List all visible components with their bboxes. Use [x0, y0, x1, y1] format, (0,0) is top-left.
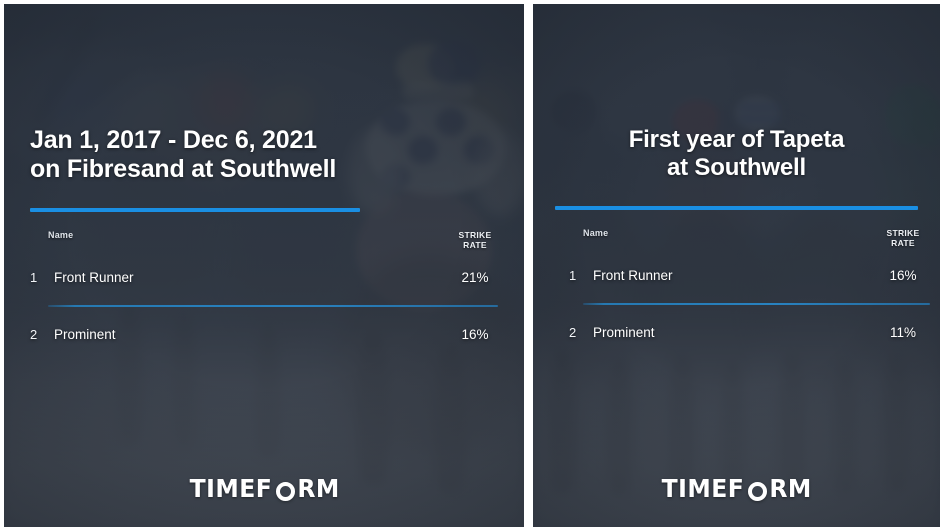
accent-divider — [30, 208, 360, 212]
row-strike-rate: 16% — [461, 327, 489, 343]
panel-title-block: First year of Tapeta at Southwell — [555, 126, 918, 182]
column-header-strike-rate: STRIKE RATE — [458, 230, 492, 251]
row-rank: 1 — [30, 270, 38, 286]
logo-text-before: TIMEF — [662, 474, 745, 503]
column-header-name: Name — [48, 230, 74, 240]
panel-content-fibresand: Jan 1, 2017 - Dec 6, 2021 on Fibresand a… — [4, 4, 524, 527]
logo-text-after: RM — [297, 474, 340, 503]
table-row: 1 Front Runner 16% — [569, 268, 932, 283]
panel-fibresand: Jan 1, 2017 - Dec 6, 2021 on Fibresand a… — [4, 4, 524, 527]
table-row: 1 Front Runner 21% — [30, 270, 498, 285]
row-name: Prominent — [593, 324, 655, 340]
table-header-row: Name STRIKE RATE — [569, 228, 932, 248]
row-strike-rate: 11% — [889, 324, 917, 340]
row-rank: 1 — [569, 267, 577, 283]
row-rank: 2 — [30, 327, 38, 343]
row-divider — [48, 305, 498, 308]
column-header-strike-rate: STRIKE RATE — [886, 227, 920, 248]
row-strike-rate: 21% — [461, 270, 489, 286]
logo-text-after: RM — [769, 474, 813, 503]
timeform-logo: TIMEF RM — [533, 474, 940, 503]
logo-text-before: TIMEF — [189, 474, 273, 503]
strike-rate-table: Name STRIKE RATE 1 Front Runner 16% 2 Pr… — [555, 228, 940, 340]
table-row: 2 Prominent 16% — [30, 327, 498, 342]
circle-o-icon — [275, 482, 295, 501]
panel-title-block: Jan 1, 2017 - Dec 6, 2021 on Fibresand a… — [30, 126, 498, 184]
page-title: Jan 1, 2017 - Dec 6, 2021 on Fibresand a… — [30, 126, 337, 183]
row-name: Prominent — [54, 327, 116, 343]
column-header-name: Name — [583, 227, 609, 238]
table-row: 2 Prominent 11% — [569, 325, 932, 340]
row-strike-rate: 16% — [889, 267, 917, 283]
brand-logo-wrap: TIMEF RM — [533, 474, 940, 503]
row-name: Front Runner — [54, 270, 134, 286]
panel-background-photo-fibresand — [4, 4, 524, 527]
row-name: Front Runner — [593, 267, 673, 283]
panel-background-photo-tapeta — [533, 4, 940, 527]
circle-o-icon — [748, 482, 768, 501]
strike-rate-table: Name STRIKE RATE 1 Front Runner 21% 2 Pr… — [30, 230, 524, 342]
page-title: First year of Tapeta at Southwell — [628, 126, 845, 181]
panel-content-tapeta: First year of Tapeta at Southwell Name S… — [533, 4, 940, 527]
brand-logo-wrap: TIMEF RM — [4, 474, 524, 503]
panel-tapeta: First year of Tapeta at Southwell Name S… — [533, 4, 940, 527]
accent-divider — [555, 205, 918, 210]
timeform-logo: TIMEF RM — [4, 474, 524, 503]
row-divider — [583, 302, 930, 305]
table-header-row: Name STRIKE RATE — [30, 230, 498, 250]
row-rank: 2 — [569, 324, 577, 340]
